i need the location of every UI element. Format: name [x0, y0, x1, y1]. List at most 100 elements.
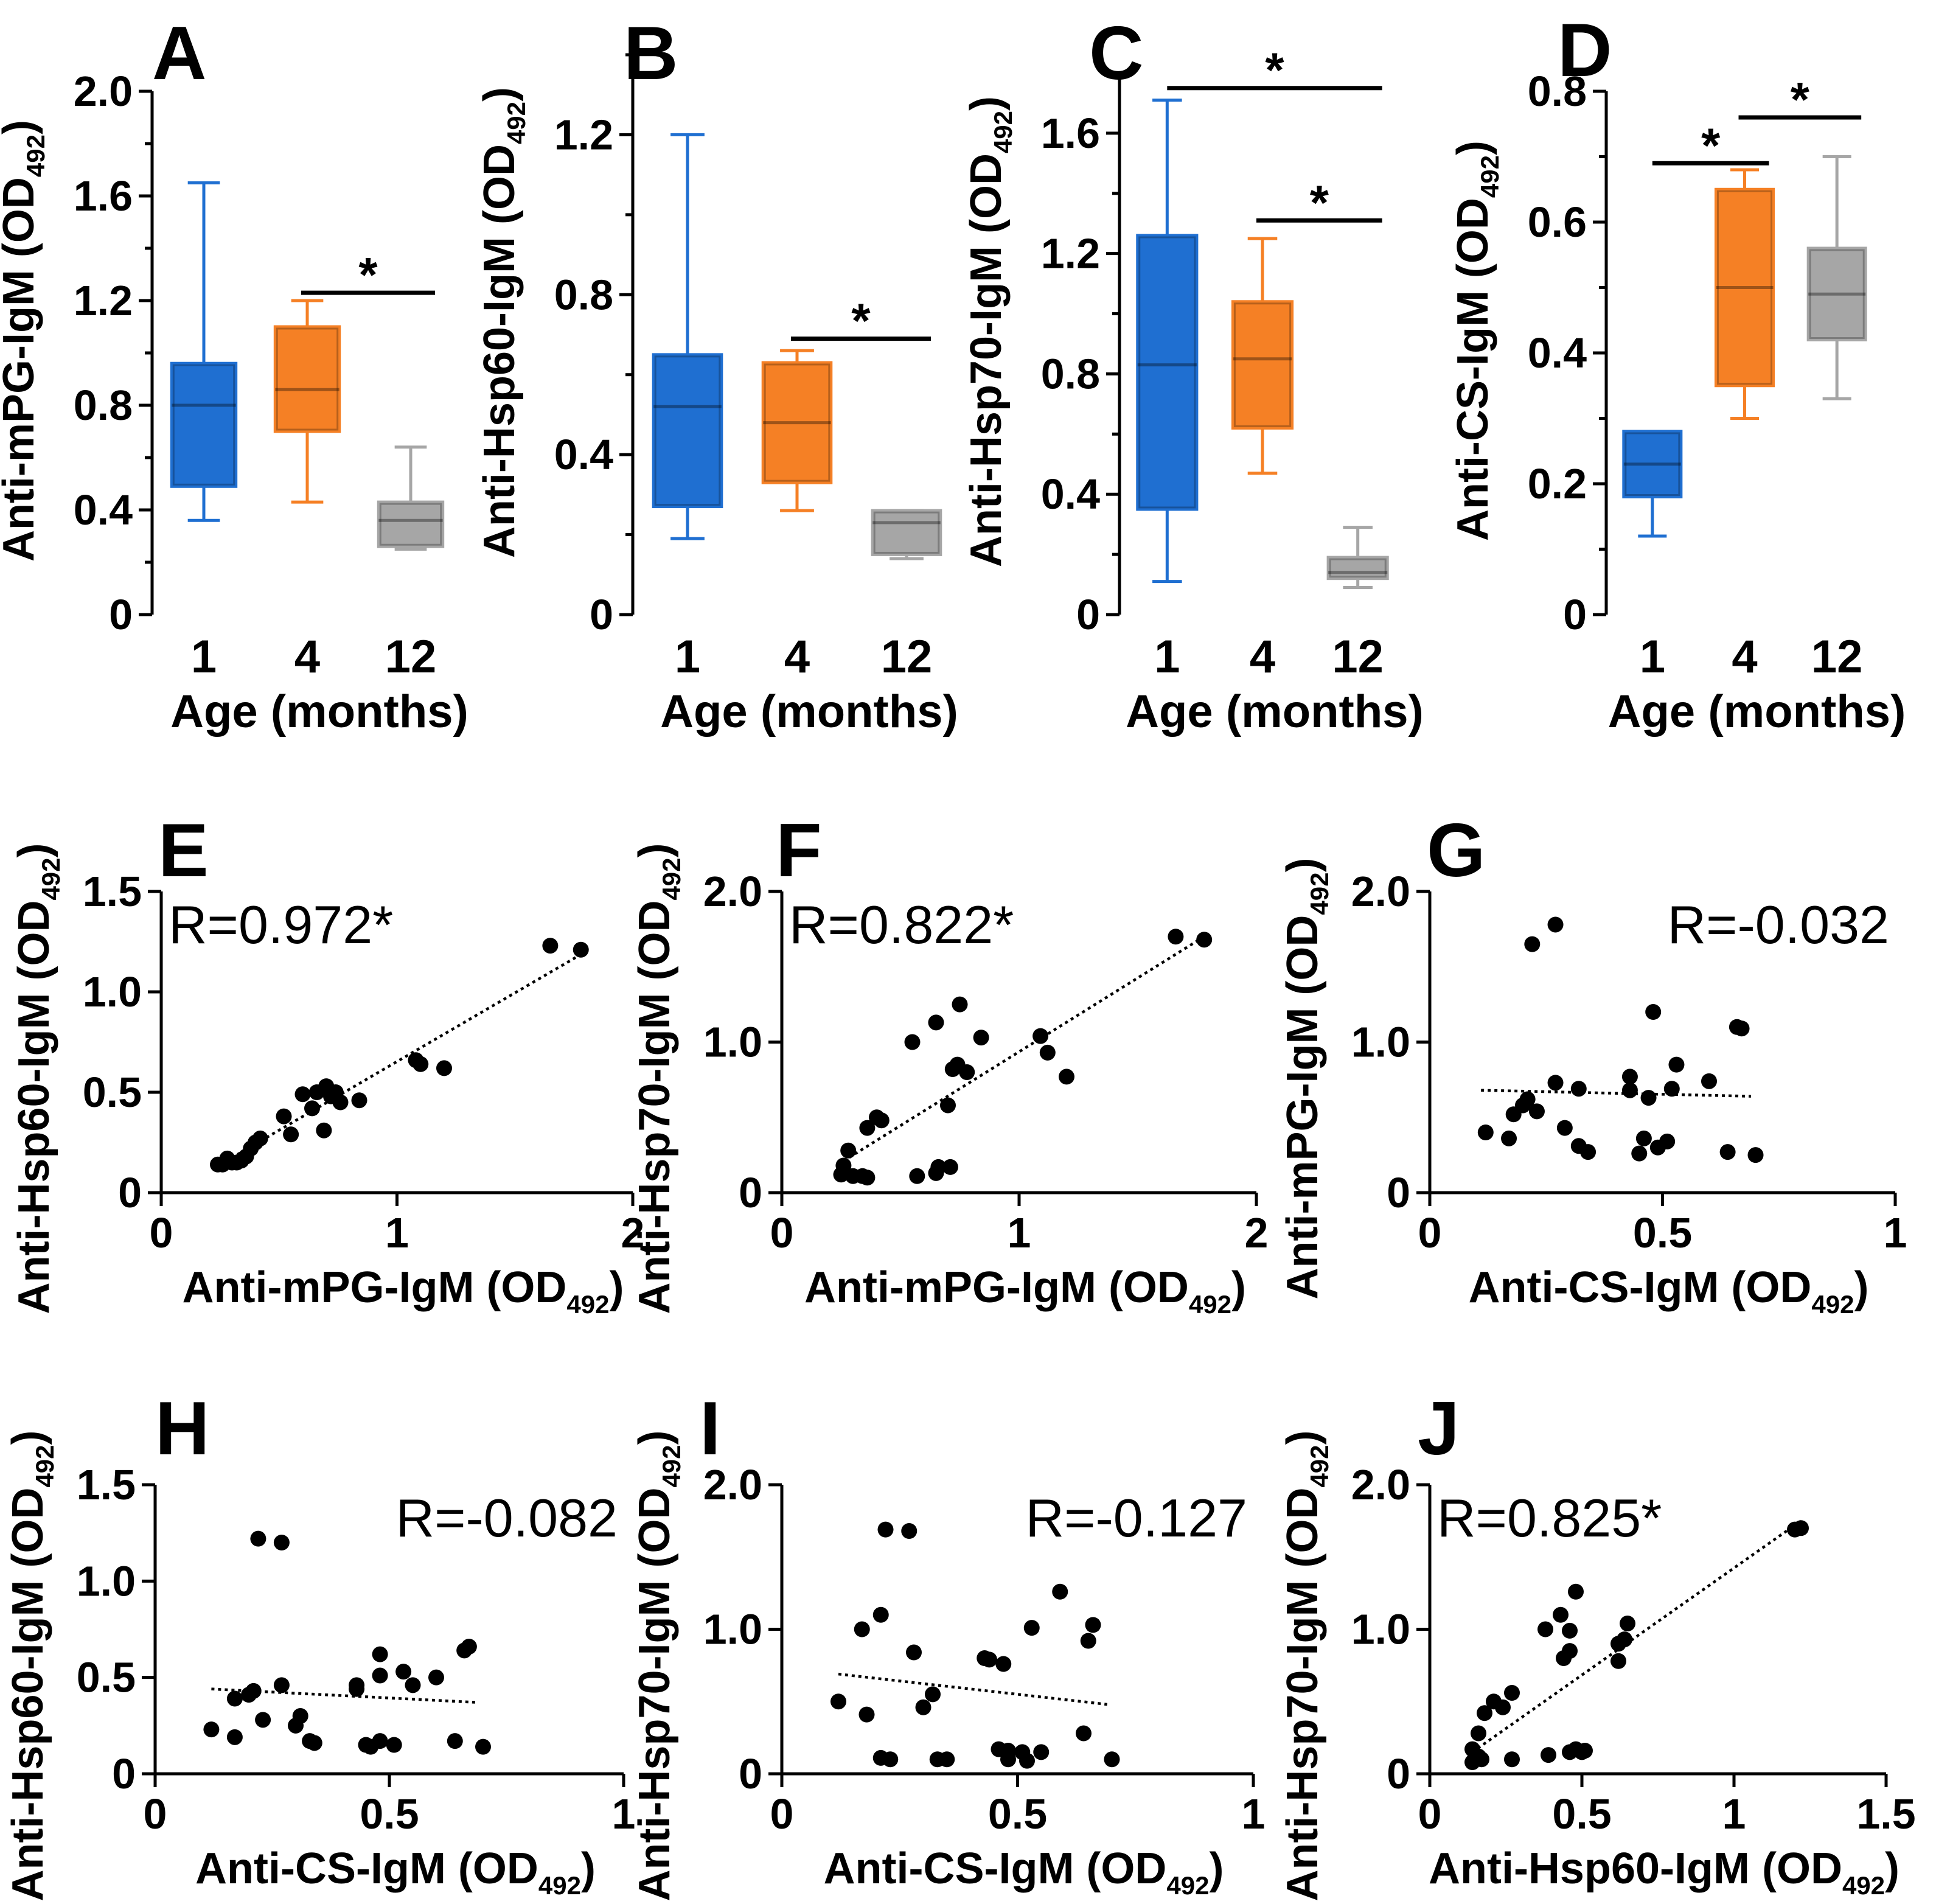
- x-axis-title: Anti-CS-IgM (OD492): [824, 1844, 1224, 1900]
- significance-star: *: [1701, 118, 1721, 172]
- significance-star: *: [1310, 175, 1329, 229]
- scatter-point: [830, 1693, 846, 1710]
- y-axis-title-main: Anti-Hsp70-IgM (OD: [630, 1488, 679, 1902]
- x-axis-title-main: Anti-mPG-IgM (OD: [183, 1263, 567, 1312]
- y-tick-label: 1.0: [703, 1019, 762, 1066]
- y-tick-label: 0: [118, 1169, 142, 1216]
- scatter-point: [283, 1126, 299, 1143]
- y-axis-title-main: Anti-Hsp70-IgM (OD: [962, 153, 1011, 567]
- x-axis-title-main: Anti-CS-IgM (OD: [1469, 1263, 1812, 1312]
- scatter-point: [273, 1677, 290, 1693]
- box-outline: [1233, 302, 1292, 427]
- scatter-point: [372, 1733, 388, 1749]
- y-tick-label: 0: [1563, 591, 1587, 638]
- x-tick-label: 0.5: [988, 1790, 1047, 1838]
- box-outline: [1624, 432, 1680, 496]
- scatter-point: [1610, 1636, 1626, 1652]
- scatter-point: [1477, 1125, 1494, 1140]
- scatter-point: [1032, 1028, 1049, 1044]
- x-axis-title: Anti-mPG-IgM (OD492): [183, 1263, 624, 1319]
- scatter-point: [1076, 1725, 1092, 1742]
- scatter-point: [882, 1751, 899, 1768]
- x-category-label: 1: [191, 631, 217, 683]
- y-tick-label: 0.8: [1041, 350, 1100, 397]
- box-outline: [1329, 558, 1387, 578]
- x-axis-title-main: Anti-CS-IgM (OD: [824, 1844, 1167, 1893]
- x-axis-title-sub: 492: [1811, 1290, 1854, 1319]
- box-12: [377, 445, 445, 551]
- scatter-point: [1631, 1145, 1648, 1162]
- x-tick-label: 0: [770, 1209, 794, 1257]
- scatter-point: [1168, 929, 1184, 945]
- box-12: [1806, 155, 1867, 400]
- scatter-point: [573, 941, 589, 958]
- x-axis-title: Age (months): [1126, 686, 1424, 738]
- scatter-point: [1610, 1653, 1626, 1669]
- x-tick-label: 0.5: [1633, 1209, 1692, 1257]
- scatter-point: [306, 1735, 322, 1751]
- x-axis-title: Anti-CS-IgM (OD492): [195, 1844, 596, 1900]
- significance-star: *: [1791, 72, 1810, 127]
- x-axis-title-main: Anti-Hsp60-IgM (OD: [1429, 1844, 1842, 1893]
- scatter-point: [542, 938, 559, 954]
- x-tick-label: 0: [144, 1790, 167, 1838]
- y-axis-title-main: Anti-CS-IgM (OD: [1449, 198, 1497, 541]
- y-axis-title: Anti-Hsp60-IgM (OD492): [4, 1430, 59, 1901]
- x-axis-title: Anti-Hsp60-IgM (OD492): [1429, 1844, 1899, 1900]
- scatter-point: [959, 1064, 975, 1080]
- box-outline: [172, 364, 235, 486]
- y-tick-label: 1.2: [1041, 230, 1100, 277]
- x-tick-label: 1: [1884, 1209, 1907, 1257]
- x-axis-title: Anti-mPG-IgM (OD492): [804, 1263, 1246, 1319]
- scatter-point: [1719, 1144, 1736, 1160]
- x-axis-title-end: ): [1209, 1844, 1224, 1893]
- scatter-point: [1477, 1705, 1492, 1721]
- y-axis-title: Anti-Hsp70-IgM (OD492): [962, 96, 1017, 567]
- x-tick-label: 0.5: [1552, 1790, 1611, 1838]
- scatter-point: [1701, 1073, 1717, 1089]
- scatter-point: [323, 1088, 339, 1104]
- scatter-point: [872, 1606, 889, 1623]
- scatter-point: [1486, 1693, 1502, 1710]
- scatter-point: [1635, 1130, 1652, 1146]
- y-axis-title-end: ): [630, 1430, 679, 1445]
- y-axis-title: Anti-CS-IgM (OD492): [1449, 141, 1504, 541]
- box-iqr: [170, 361, 238, 488]
- y-tick-label: 0: [739, 1750, 762, 1798]
- y-tick-label: 0: [1387, 1750, 1410, 1798]
- scatter-point: [904, 1034, 921, 1050]
- y-tick-label: 0.4: [1041, 470, 1100, 518]
- scatter-point: [447, 1733, 463, 1749]
- trend-line: [838, 1672, 1108, 1706]
- scatter-point: [944, 1061, 961, 1078]
- y-tick-label: 0: [112, 1750, 136, 1798]
- panel-letter: D: [1558, 9, 1612, 92]
- scatter-point: [372, 1646, 388, 1662]
- x-axis-title-sub: 492: [538, 1871, 581, 1900]
- box-outline: [1809, 249, 1865, 339]
- x-axis-title: Age (months): [1608, 686, 1906, 738]
- scatter-point: [859, 1170, 876, 1186]
- scatter-point: [1562, 1744, 1578, 1760]
- scatter-point: [1668, 1056, 1685, 1073]
- scatter-point: [203, 1721, 220, 1738]
- scatter-point: [1562, 1622, 1578, 1639]
- x-category-label: 4: [1732, 631, 1757, 683]
- scatter-point: [1528, 1103, 1545, 1120]
- y-axis-title-end: ): [475, 87, 524, 102]
- scatter-point: [928, 1165, 944, 1181]
- scatter-point: [276, 1108, 292, 1125]
- x-axis-title-sub: 492: [1842, 1871, 1885, 1900]
- trend-line: [1481, 1089, 1751, 1098]
- scatter-point: [1196, 932, 1213, 948]
- scatter-point: [858, 1706, 875, 1723]
- y-axis-title-sub: 492: [1305, 873, 1334, 915]
- scatter-point: [1471, 1725, 1486, 1742]
- box-iqr: [1806, 246, 1867, 341]
- y-tick-label: 0.6: [1528, 198, 1587, 246]
- scatter-point: [854, 1621, 870, 1637]
